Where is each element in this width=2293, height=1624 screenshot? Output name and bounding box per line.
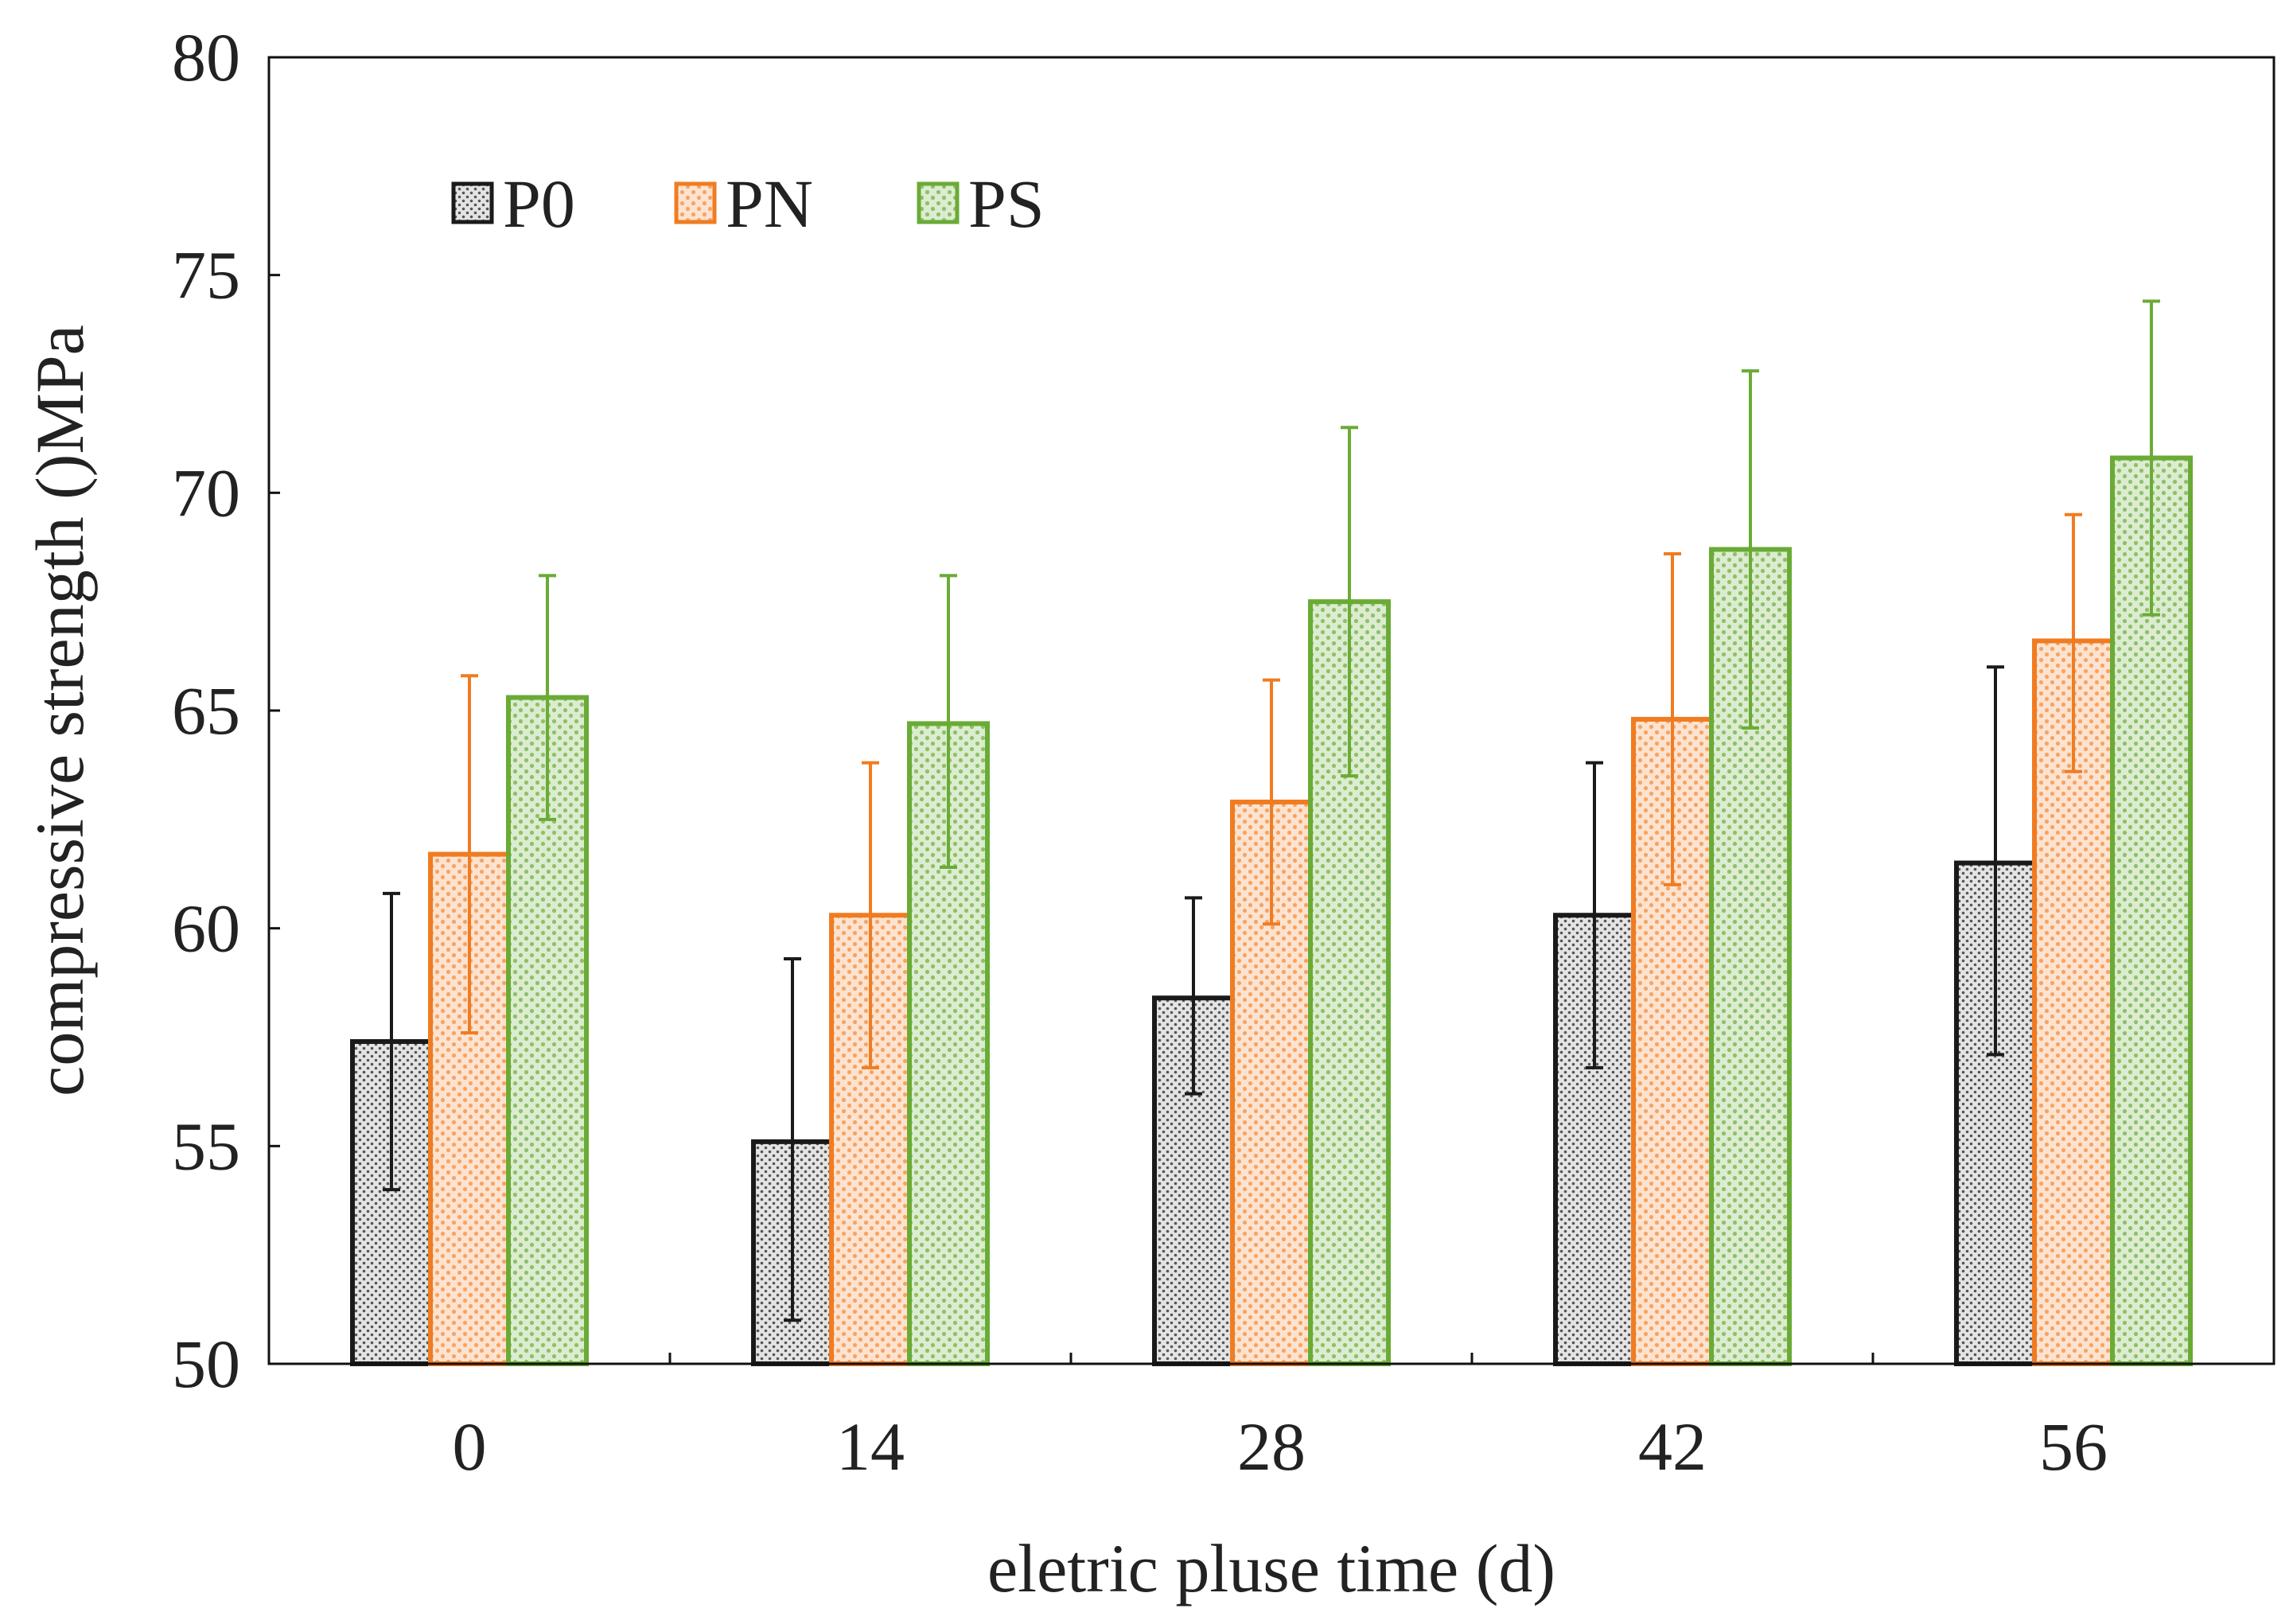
x-tick-label: 42 — [1638, 1408, 1707, 1485]
plot-area-frame — [267, 56, 2275, 1365]
x-tick-label: 28 — [1237, 1408, 1306, 1485]
y-tick-label: 75 — [172, 237, 240, 314]
y-tick-label: 50 — [172, 1326, 240, 1402]
y-tick-label: 55 — [172, 1108, 240, 1184]
x-axis-title: eletric pluse time (d) — [987, 1530, 1555, 1606]
legend-label-ps: PS — [968, 166, 1045, 242]
legend-swatch-p0 — [451, 181, 494, 224]
y-tick-label: 60 — [172, 890, 240, 967]
legend-label-p0: P0 — [503, 166, 575, 242]
legend-swatch-ps — [917, 181, 960, 224]
y-tick-label: 65 — [172, 672, 240, 749]
x-tick-label: 14 — [836, 1408, 905, 1485]
legend-label-pn: PN — [726, 166, 813, 242]
error-bars-layer — [383, 299, 2160, 1322]
y-tick-label: 70 — [172, 454, 240, 531]
x-tick-label: 56 — [2039, 1408, 2108, 1485]
legend: P0 PN PS — [451, 166, 1045, 242]
y-axis-title: compressive strength ()MPa — [21, 325, 98, 1096]
y-axis-ticks: 50 55 60 65 70 75 80 — [172, 19, 280, 1402]
x-axis-ticks: 0 14 28 42 56 — [453, 1353, 2108, 1485]
y-tick-label: 80 — [172, 19, 240, 95]
x-tick-label: 0 — [453, 1408, 487, 1485]
legend-swatch-pn — [674, 181, 717, 224]
